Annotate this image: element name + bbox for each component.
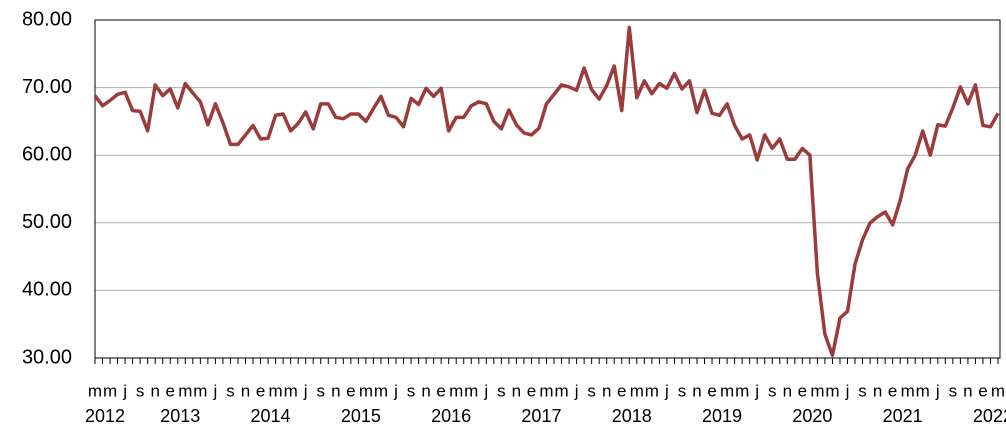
x-tick-label: n — [241, 381, 250, 400]
y-tick-label: 70.00 — [22, 76, 72, 98]
x-tick-label: s — [949, 381, 958, 400]
x-group-label: 2017 — [521, 406, 561, 426]
x-tick-label: m — [103, 381, 117, 400]
x-tick-label: j — [303, 381, 308, 400]
x-tick-label: n — [331, 381, 340, 400]
x-tick-label: m — [720, 381, 734, 400]
x-tick-label: m — [539, 381, 553, 400]
x-tick-label: e — [256, 381, 265, 400]
x-tick-label: j — [754, 381, 759, 400]
x-tick-label: m — [269, 381, 283, 400]
x-tick-label: m — [916, 381, 930, 400]
x-tick-label: m — [901, 381, 915, 400]
x-tick-label: s — [407, 381, 416, 400]
x-group-label: 2014 — [251, 406, 291, 426]
x-tick-label: j — [393, 381, 398, 400]
x-tick-label: s — [768, 381, 777, 400]
y-tick-label: 50.00 — [22, 211, 72, 233]
x-tick-label: s — [678, 381, 687, 400]
x-tick-label: s — [136, 381, 145, 400]
x-tick-label: e — [798, 381, 807, 400]
x-tick-label: j — [483, 381, 488, 400]
x-tick-label: m — [464, 381, 478, 400]
x-tick-label: m — [810, 381, 824, 400]
x-tick-label: j — [845, 381, 850, 400]
x-tick-label: j — [664, 381, 669, 400]
y-tick-label: 60.00 — [22, 143, 72, 165]
x-tick-label: e — [346, 381, 355, 400]
x-tick-label: j — [935, 381, 940, 400]
x-tick-label: m — [991, 381, 1005, 400]
x-tick-label: j — [122, 381, 127, 400]
x-tick-label: m — [449, 381, 463, 400]
x-tick-label: m — [284, 381, 298, 400]
data-line — [93, 25, 1000, 358]
x-tick-label: m — [359, 381, 373, 400]
x-tick-label: e — [527, 381, 536, 400]
plot-frame — [94, 19, 1001, 359]
y-tick-label: 80.00 — [22, 8, 72, 30]
x-tick-label: e — [888, 381, 897, 400]
x-tick-label: e — [978, 381, 987, 400]
x-tick-label: n — [150, 381, 159, 400]
x-tick-label: e — [166, 381, 175, 400]
x-tick-label: m — [735, 381, 749, 400]
x-tick-label: s — [226, 381, 235, 400]
x-tick-label: n — [421, 381, 430, 400]
x-group-label: 2016 — [431, 406, 471, 426]
x-tick-label: s — [317, 381, 326, 400]
x-tick-label: m — [193, 381, 207, 400]
y-tick-label: 30.00 — [22, 346, 72, 368]
x-tick-label: m — [825, 381, 839, 400]
x-tick-label: s — [858, 381, 867, 400]
x-group-label: 2020 — [792, 406, 832, 426]
x-tick-label: s — [497, 381, 506, 400]
x-tick-label: e — [436, 381, 445, 400]
y-tick-label: 40.00 — [22, 279, 72, 301]
x-group-label: 2012 — [85, 406, 125, 426]
x-tick-label: s — [587, 381, 596, 400]
x-tick-label: n — [692, 381, 701, 400]
x-tick-label: e — [617, 381, 626, 400]
x-tick-label: n — [512, 381, 521, 400]
x-group-label: 2015 — [341, 406, 381, 426]
x-group-label: 2022 — [973, 406, 1006, 426]
x-group-label: 2021 — [883, 406, 923, 426]
x-tick-label: n — [602, 381, 611, 400]
x-tick-label: j — [213, 381, 218, 400]
x-tick-label: m — [88, 381, 102, 400]
x-tick-label: m — [178, 381, 192, 400]
x-tick-label: n — [963, 381, 972, 400]
x-tick-label: n — [873, 381, 882, 400]
x-group-label: 2018 — [612, 406, 652, 426]
x-tick-label: m — [554, 381, 568, 400]
x-tick-label: n — [783, 381, 792, 400]
x-tick-label: m — [645, 381, 659, 400]
x-tick-label: j — [574, 381, 579, 400]
x-tick-label: e — [707, 381, 716, 400]
x-group-label: 2019 — [702, 406, 742, 426]
x-tick-label: m — [630, 381, 644, 400]
x-group-label: 2013 — [160, 406, 200, 426]
x-tick-label: m — [374, 381, 388, 400]
